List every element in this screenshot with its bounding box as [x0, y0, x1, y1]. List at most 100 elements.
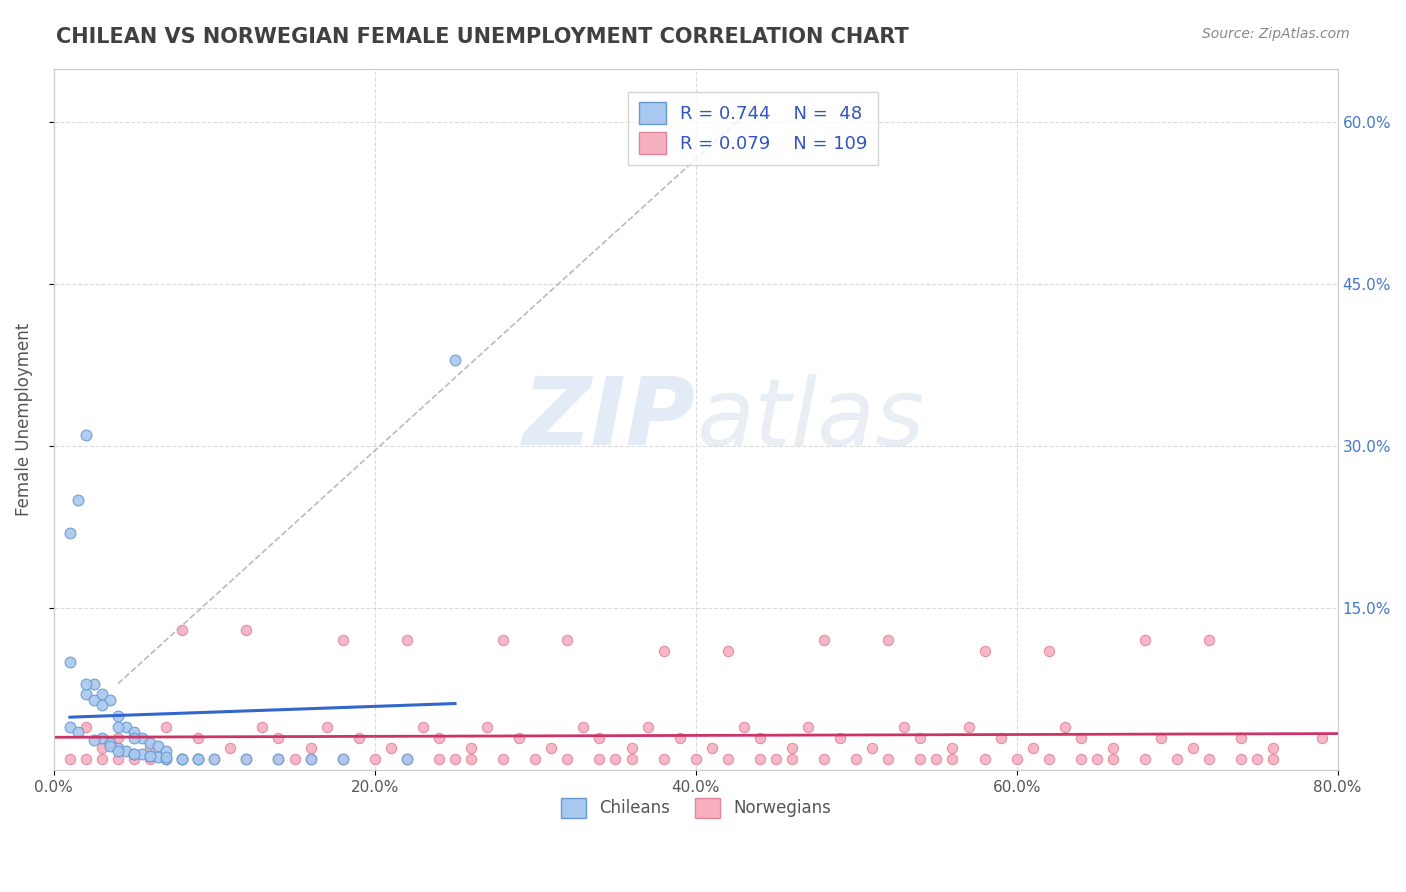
- Point: [75, 676, 97, 690]
- Point: [620, 752, 643, 766]
- Point: [1310, 731, 1333, 745]
- Point: [395, 752, 418, 766]
- Point: [91, 698, 114, 713]
- Point: [652, 752, 675, 766]
- Point: [283, 752, 305, 766]
- Point: [347, 731, 370, 745]
- Point: [219, 741, 242, 756]
- Point: [83, 693, 105, 707]
- Point: [845, 752, 868, 766]
- Point: [1038, 752, 1060, 766]
- Point: [910, 731, 932, 745]
- Point: [813, 752, 835, 766]
- Point: [685, 752, 707, 766]
- Point: [139, 752, 162, 766]
- Point: [860, 741, 883, 756]
- Point: [115, 743, 138, 757]
- Point: [668, 731, 690, 745]
- Point: [765, 752, 787, 766]
- Point: [59, 720, 82, 734]
- Point: [572, 720, 595, 734]
- Point: [893, 720, 915, 734]
- Point: [202, 752, 225, 766]
- Point: [588, 731, 610, 745]
- Point: [1133, 752, 1156, 766]
- Point: [395, 633, 418, 648]
- Point: [202, 752, 225, 766]
- Point: [98, 693, 121, 707]
- Point: [557, 633, 579, 648]
- Point: [1133, 633, 1156, 648]
- Point: [332, 752, 354, 766]
- Point: [1182, 741, 1205, 756]
- Point: [98, 739, 121, 754]
- Point: [299, 752, 322, 766]
- Point: [107, 752, 129, 766]
- Point: [1198, 633, 1220, 648]
- Point: [492, 633, 515, 648]
- Point: [1198, 752, 1220, 766]
- Point: [131, 731, 153, 745]
- Point: [637, 720, 659, 734]
- Point: [299, 752, 322, 766]
- Point: [146, 750, 169, 764]
- Point: [146, 739, 169, 754]
- Point: [267, 731, 290, 745]
- Point: [83, 732, 105, 747]
- Point: [1022, 741, 1045, 756]
- Point: [91, 731, 114, 745]
- Point: [187, 752, 209, 766]
- Point: [91, 688, 114, 702]
- Text: ZIP: ZIP: [523, 373, 696, 466]
- Point: [925, 752, 948, 766]
- Point: [75, 720, 97, 734]
- Point: [1070, 752, 1092, 766]
- Point: [460, 741, 482, 756]
- Text: Source: ZipAtlas.com: Source: ZipAtlas.com: [1202, 27, 1350, 41]
- Point: [332, 752, 354, 766]
- Point: [524, 752, 547, 766]
- Point: [139, 748, 162, 763]
- Point: [59, 752, 82, 766]
- Point: [107, 731, 129, 745]
- Point: [973, 644, 995, 658]
- Point: [990, 731, 1012, 745]
- Point: [1263, 741, 1285, 756]
- Point: [139, 736, 162, 750]
- Point: [75, 688, 97, 702]
- Point: [235, 623, 257, 637]
- Point: [187, 731, 209, 745]
- Point: [187, 752, 209, 766]
- Point: [380, 741, 402, 756]
- Point: [66, 493, 89, 508]
- Point: [187, 752, 209, 766]
- Point: [508, 731, 530, 745]
- Point: [267, 752, 290, 766]
- Point: [877, 752, 900, 766]
- Point: [444, 752, 467, 766]
- Point: [780, 741, 803, 756]
- Point: [941, 752, 963, 766]
- Point: [155, 743, 177, 757]
- Point: [172, 752, 194, 766]
- Point: [1263, 752, 1285, 766]
- Point: [717, 644, 740, 658]
- Point: [652, 644, 675, 658]
- Point: [444, 352, 467, 367]
- Point: [910, 752, 932, 766]
- Point: [557, 752, 579, 766]
- Point: [733, 720, 755, 734]
- Point: [172, 623, 194, 637]
- Point: [107, 743, 129, 757]
- Point: [1102, 752, 1125, 766]
- Point: [75, 428, 97, 442]
- Text: atlas: atlas: [696, 374, 924, 465]
- Point: [172, 752, 194, 766]
- Point: [75, 752, 97, 766]
- Point: [364, 752, 387, 766]
- Point: [299, 741, 322, 756]
- Point: [1038, 644, 1060, 658]
- Point: [427, 731, 450, 745]
- Point: [780, 752, 803, 766]
- Point: [540, 741, 562, 756]
